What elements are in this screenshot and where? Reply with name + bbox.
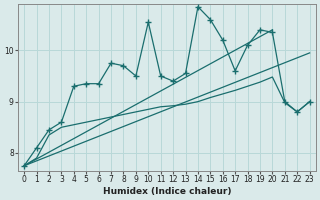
X-axis label: Humidex (Indice chaleur): Humidex (Indice chaleur) [103, 187, 231, 196]
